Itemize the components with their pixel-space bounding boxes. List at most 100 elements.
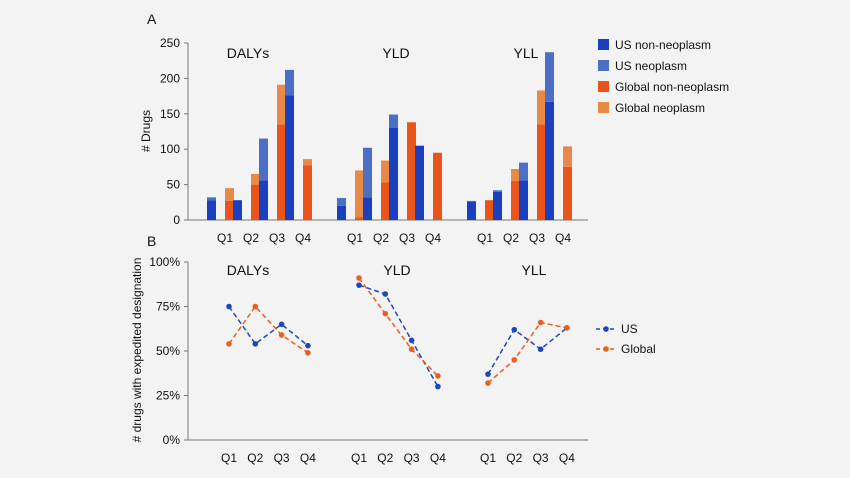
bar-global-non-neoplasm — [407, 122, 416, 220]
bar-global-neoplasm — [511, 169, 520, 182]
bar-global-neoplasm — [563, 146, 572, 167]
group-label-yld: YLD — [383, 262, 410, 278]
x-tick-label: Q2 — [506, 451, 522, 465]
series-line-us — [487, 327, 568, 375]
panel-b-letter: B — [147, 233, 156, 249]
legend-marker — [603, 346, 609, 352]
point-global — [564, 325, 570, 331]
x-tick-label: Q4 — [425, 231, 441, 245]
panel-a-ylabel: # Drugs — [139, 110, 153, 152]
point-us — [511, 326, 518, 333]
x-tick-label: Q1 — [217, 231, 233, 245]
bar-us-neoplasm — [389, 114, 398, 128]
series-line-us — [358, 284, 439, 387]
bar-global-non-neoplasm — [433, 152, 442, 220]
bar-us-neoplasm — [363, 147, 372, 198]
y-tick-label: 50% — [156, 344, 180, 358]
series-line-global — [358, 277, 439, 377]
bar-global-non-neoplasm — [485, 200, 494, 220]
panel-a-legend: US non-neoplasm US neoplasm Global non-neo… — [598, 38, 729, 115]
panel-a-bars — [207, 52, 572, 220]
bar-us-neoplasm — [545, 52, 554, 102]
group-label-yll: YLL — [514, 45, 539, 61]
bar-us-neoplasm — [207, 197, 216, 201]
point-global — [356, 275, 362, 281]
legend-label: Global non-neoplasm — [615, 80, 729, 94]
point-global — [278, 332, 285, 338]
point-global — [382, 310, 389, 317]
y-tick-label: 25% — [156, 389, 180, 403]
x-tick-label: Q2 — [503, 231, 519, 245]
x-tick-label: Q1 — [477, 231, 493, 245]
point-global — [305, 349, 311, 356]
panel-a-x-ticks: Q1 Q2 Q3 Q4 Q1 Q2 Q3 Q4 Q1 Q2 Q3 Q4 — [217, 231, 571, 245]
x-tick-label: Q3 — [269, 231, 285, 245]
point-us — [382, 291, 389, 297]
x-tick-label: Q2 — [377, 451, 393, 465]
bar-global-neoplasm — [355, 170, 364, 218]
bar-global-non-neoplasm — [355, 217, 364, 220]
panel-a-letter: A — [147, 11, 157, 27]
bar-us-non-neoplasm — [389, 127, 398, 220]
bar-us-non-neoplasm — [259, 180, 268, 220]
point-us — [537, 346, 544, 353]
x-tick-label: Q3 — [399, 231, 415, 245]
bar-global-non-neoplasm — [225, 200, 234, 220]
bar-us-non-neoplasm — [207, 200, 216, 220]
bar-us-non-neoplasm — [233, 200, 242, 220]
panel-b-lines — [226, 275, 570, 390]
point-us — [226, 303, 232, 310]
x-tick-label: Q1 — [351, 451, 367, 465]
bar-us-neoplasm — [337, 198, 346, 206]
point-global — [408, 346, 415, 353]
series-line-global — [487, 321, 568, 384]
y-tick-label: 200 — [160, 71, 180, 85]
panel-b-x-ticks: Q1 Q2 Q3 Q4 Q1 Q2 Q3 Q4 Q1 Q2 Q3 Q4 — [221, 451, 575, 465]
bar-global-non-neoplasm — [381, 182, 390, 220]
point-us — [408, 337, 415, 344]
legend-swatch — [598, 102, 609, 113]
x-tick-label: Q4 — [295, 231, 311, 245]
bar-global-neoplasm — [381, 160, 390, 183]
bar-us-non-neoplasm — [545, 101, 554, 220]
point-global — [252, 303, 259, 310]
y-tick-label: 0 — [173, 213, 180, 227]
bar-us-neoplasm — [467, 200, 476, 202]
panel-b-group-labels: DALYs YLD YLL — [227, 262, 547, 278]
group-label-yld: YLD — [382, 45, 409, 61]
point-global — [537, 319, 544, 326]
x-tick-label: Q1 — [347, 231, 363, 245]
bar-global-neoplasm — [277, 84, 286, 125]
legend-swatch — [598, 60, 609, 71]
bar-us-neoplasm — [519, 162, 528, 181]
y-tick-label: 150 — [160, 107, 180, 121]
x-tick-label: Q2 — [243, 231, 259, 245]
series-line-global — [228, 305, 309, 354]
point-us — [435, 383, 441, 390]
x-tick-label: Q2 — [373, 231, 389, 245]
panel-a-group-labels: DALYs YLD YLL — [227, 45, 539, 61]
bar-us-non-neoplasm — [467, 201, 476, 220]
group-label-dalys: DALYs — [227, 262, 270, 278]
panel-b-y-ticks: 0% 25% 50% 75% 100% — [149, 255, 180, 447]
point-global — [435, 373, 441, 379]
y-tick-label: 100% — [149, 255, 180, 269]
x-tick-label: Q1 — [480, 451, 496, 465]
bar-global-neoplasm — [537, 90, 546, 125]
panel-b: B # drugs with expedited designation 0% 2… — [130, 233, 656, 465]
x-tick-label: Q4 — [555, 231, 571, 245]
bar-global-non-neoplasm — [303, 165, 312, 220]
bar-global-non-neoplasm — [511, 181, 520, 220]
x-tick-label: Q4 — [300, 451, 316, 465]
bar-us-neoplasm — [259, 138, 268, 181]
bar-us-neoplasm — [493, 190, 502, 192]
legend-swatch — [598, 81, 609, 92]
panel-a: A # Drugs 0 50 100 150 200 250 Q1 Q2 Q3 Q4 Q1 Q2 Q3… — [139, 11, 729, 245]
point-global — [511, 357, 518, 363]
bar-global-neoplasm — [251, 173, 260, 185]
bar-global-neoplasm — [303, 159, 312, 166]
bar-us-neoplasm — [285, 69, 294, 96]
legend-label: Global neoplasm — [615, 101, 705, 115]
y-tick-label: 50 — [167, 178, 181, 192]
y-tick-label: 100 — [160, 142, 180, 156]
